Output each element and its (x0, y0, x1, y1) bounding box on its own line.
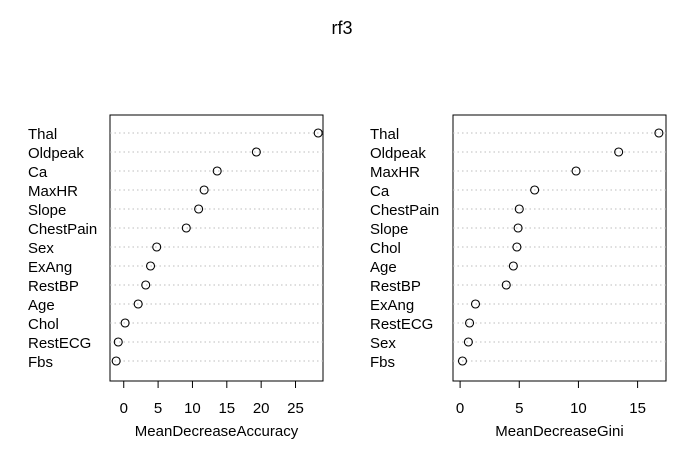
category-label: RestECG (28, 335, 91, 352)
x-tick-label: 10 (570, 400, 587, 417)
x-tick-label: 15 (218, 400, 235, 417)
category-label: Chol (28, 316, 59, 333)
x-tick-label: 10 (184, 400, 201, 417)
x-tick-label: 25 (287, 400, 304, 417)
category-label: MaxHR (370, 164, 420, 181)
category-label: Age (370, 259, 397, 276)
category-label: MaxHR (28, 183, 78, 200)
category-label: Chol (370, 240, 401, 257)
data-point (572, 167, 580, 175)
x-tick-label: 20 (253, 400, 270, 417)
category-label: Thal (28, 126, 57, 143)
category-label: RestECG (370, 316, 433, 333)
data-point (471, 300, 479, 308)
category-label: Sex (28, 240, 54, 257)
category-label: Sex (370, 335, 396, 352)
x-tick-label: 5 (154, 400, 162, 417)
category-label: ExAng (28, 259, 72, 276)
data-point (112, 357, 120, 365)
data-point (121, 319, 129, 327)
plot-frame (110, 115, 323, 381)
category-label: Oldpeak (370, 145, 426, 162)
category-label: RestBP (370, 278, 421, 295)
category-label: ChestPain (28, 221, 97, 238)
category-label: Ca (28, 164, 48, 181)
category-label: Ca (370, 183, 390, 200)
x-tick-label: 0 (456, 400, 464, 417)
x-tick-label: 5 (515, 400, 523, 417)
category-label: Age (28, 297, 55, 314)
category-label: Slope (28, 202, 66, 219)
x-tick-label: 0 (120, 400, 128, 417)
x-axis-label: MeanDecreaseGini (495, 423, 623, 440)
x-tick-label: 15 (629, 400, 646, 417)
category-label: Slope (370, 221, 408, 238)
category-label: Thal (370, 126, 399, 143)
category-label: Fbs (28, 354, 53, 371)
category-label: ChestPain (370, 202, 439, 219)
plot-frame (453, 115, 666, 381)
category-label: Fbs (370, 354, 395, 371)
category-label: Oldpeak (28, 145, 84, 162)
category-label: RestBP (28, 278, 79, 295)
x-axis-label: MeanDecreaseAccuracy (135, 423, 299, 440)
category-label: ExAng (370, 297, 414, 314)
chart-title: rf3 (331, 18, 352, 38)
